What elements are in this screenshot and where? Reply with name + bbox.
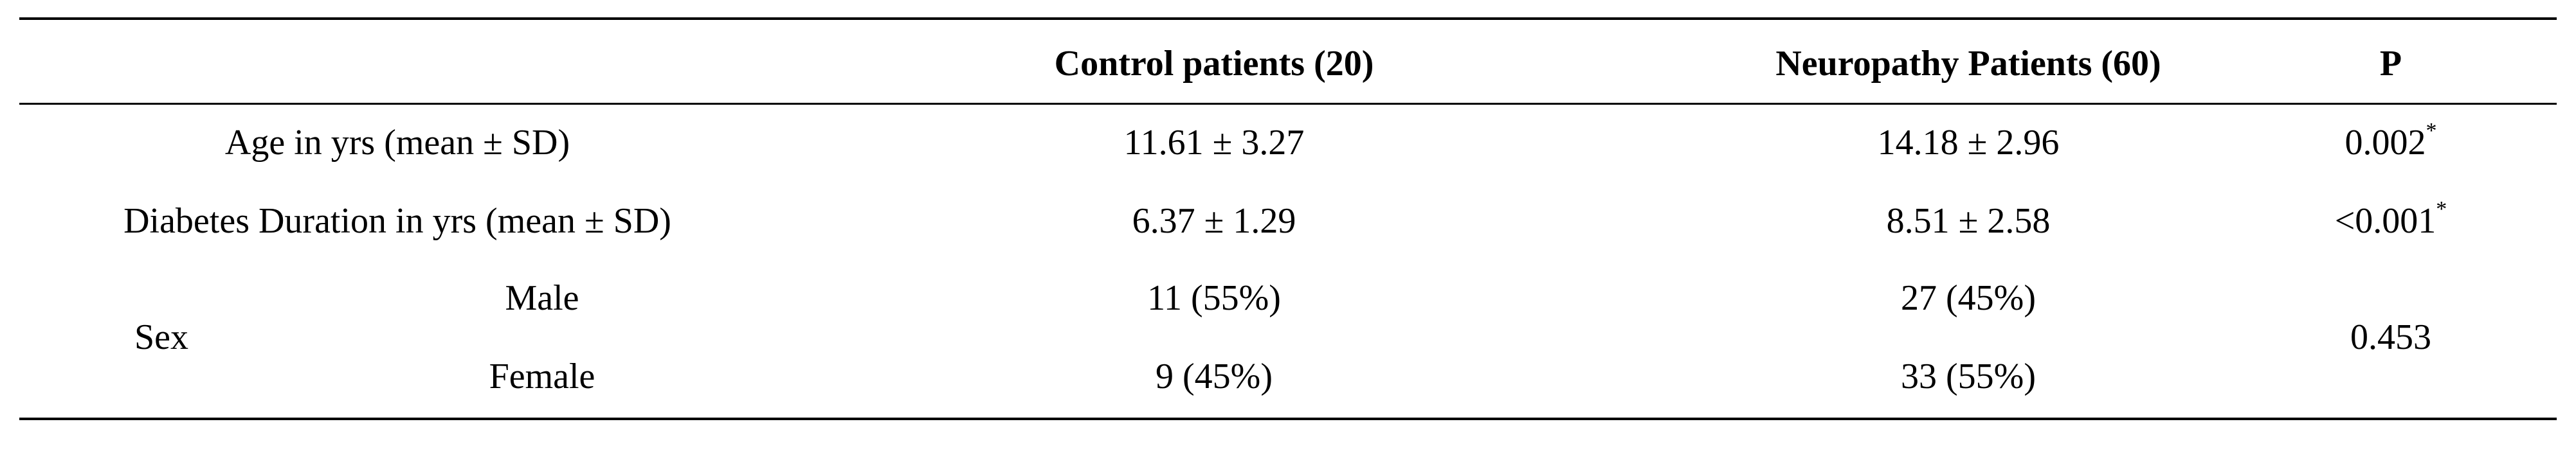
male-control-value: 11 (55%): [1147, 278, 1281, 318]
age-significance-marker: *: [2426, 119, 2437, 143]
duration-p-number: <0.001: [2334, 201, 2436, 241]
duration-neuropathy-value: 8.51 ± 2.58: [1886, 201, 2051, 241]
sex-female-label: Female: [489, 357, 595, 396]
age-p-value: 0.002*: [2345, 119, 2437, 163]
bottom-rule: [19, 418, 2557, 420]
demographics-table: Control patients (20) Neuropathy Patient…: [19, 17, 2557, 421]
female-neuropathy-value: 33 (55%): [1901, 357, 2036, 396]
duration-control-value: 6.37 ± 1.29: [1132, 201, 1296, 241]
top-rule: [19, 17, 2557, 20]
duration-p-value: <0.001*: [2334, 197, 2447, 242]
sex-male-label: Male: [505, 278, 579, 318]
header-control: Control patients (20): [1054, 44, 1374, 84]
age-p-number: 0.002: [2345, 123, 2426, 163]
header-neuropathy: Neuropathy Patients (60): [1775, 44, 2161, 84]
header-p-value: P: [2379, 44, 2402, 84]
age-control-value: 11.61 ± 3.27: [1123, 123, 1305, 163]
header-rule: [19, 103, 2557, 105]
female-control-value: 9 (45%): [1156, 357, 1273, 396]
male-neuropathy-value: 27 (45%): [1901, 278, 2036, 318]
row-label-sex: Sex: [134, 317, 188, 357]
age-neuropathy-value: 14.18 ± 2.96: [1877, 123, 2060, 163]
duration-significance-marker: *: [2436, 197, 2447, 221]
row-label-age: Age in yrs (mean ± SD): [224, 123, 570, 163]
row-label-diabetes-duration: Diabetes Duration in yrs (mean ± SD): [123, 201, 671, 241]
sex-p-value: 0.453: [2350, 317, 2431, 357]
